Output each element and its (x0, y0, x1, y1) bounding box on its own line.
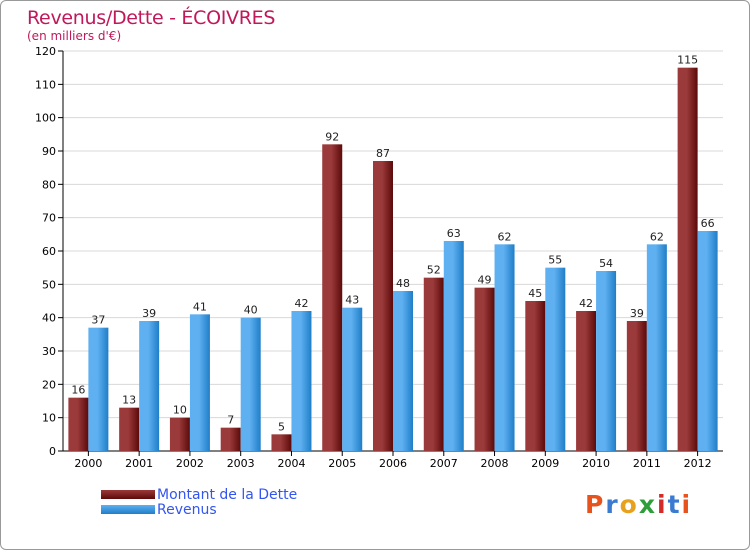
data-label-dette: 87 (376, 147, 390, 160)
bar-dette (576, 311, 597, 451)
bar-revenus (240, 317, 261, 451)
bar-revenus (291, 311, 312, 451)
chart-legend: Montant de la Dette Revenus (101, 486, 298, 518)
data-label-revenus: 39 (142, 307, 156, 320)
chart-subtitle: (en milliers d'€) (27, 29, 122, 43)
data-label-revenus: 55 (548, 254, 562, 267)
y-tick-label: 90 (42, 145, 56, 158)
data-label-revenus: 40 (244, 304, 258, 317)
bar-dette (525, 301, 546, 451)
bar-dette (119, 407, 140, 451)
bar-dette (68, 397, 89, 451)
bar-revenus (189, 314, 210, 451)
x-tick-label: 2011 (633, 457, 661, 470)
data-label-dette: 42 (579, 297, 593, 310)
x-tick-label: 2002 (176, 457, 204, 470)
bar-dette (322, 144, 343, 452)
bar-dette (677, 67, 698, 452)
data-label-dette: 52 (427, 264, 441, 277)
x-tick-label: 2003 (227, 457, 255, 470)
y-tick-label: 20 (42, 378, 56, 391)
y-tick-label: 10 (42, 412, 56, 425)
y-tick-label: 50 (42, 278, 56, 291)
bar-revenus (88, 327, 109, 451)
legend-label-dette: Montant de la Dette (157, 486, 298, 503)
data-label-revenus: 41 (193, 300, 207, 313)
chart-title: Revenus/Dette - ÉCOIVRES (27, 7, 276, 29)
data-label-dette: 16 (71, 384, 85, 397)
x-tick-label: 2008 (481, 457, 509, 470)
data-label-revenus: 66 (701, 217, 715, 230)
x-tick-label: 2000 (74, 457, 102, 470)
y-tick-label: 100 (35, 112, 56, 125)
legend-swatch-dette (101, 490, 155, 499)
data-label-revenus: 48 (396, 277, 410, 290)
x-tick-label: 2007 (430, 457, 458, 470)
data-label-revenus: 62 (498, 230, 512, 243)
data-label-revenus: 37 (91, 314, 105, 327)
bar-dette (626, 321, 647, 451)
y-tick-label: 120 (35, 45, 56, 58)
legend-label-revenus: Revenus (157, 501, 217, 518)
x-tick-label: 2005 (328, 457, 356, 470)
bar-revenus (443, 241, 464, 451)
x-tick-label: 2012 (684, 457, 712, 470)
y-tick-label: 30 (42, 345, 56, 358)
data-label-dette: 45 (528, 287, 542, 300)
bar-dette (220, 427, 241, 451)
x-tick-label: 2009 (531, 457, 559, 470)
bar-revenus (342, 307, 363, 451)
data-label-dette: 92 (325, 130, 339, 143)
data-label-dette: 10 (173, 404, 187, 417)
data-label-dette: 7 (227, 414, 234, 427)
y-tick-label: 80 (42, 178, 56, 191)
data-label-revenus: 62 (650, 230, 664, 243)
data-label-dette: 39 (630, 307, 644, 320)
bar-dette (271, 434, 292, 451)
y-tick-label: 0 (49, 445, 56, 458)
data-label-dette: 5 (278, 420, 285, 433)
bar-revenus (393, 291, 413, 451)
data-label-revenus: 43 (345, 294, 359, 307)
bar-revenus (494, 244, 515, 451)
bar-dette (474, 287, 495, 451)
bar-dette (423, 277, 444, 451)
x-tick-label: 2001 (125, 457, 153, 470)
data-label-dette: 49 (478, 274, 492, 287)
bar-revenus (139, 321, 160, 451)
bar-revenus (646, 244, 667, 451)
y-tick-label: 110 (35, 78, 56, 91)
bar-dette (373, 161, 393, 451)
proxiti-logo: Proxiti (585, 490, 693, 519)
y-tick-label: 40 (42, 312, 56, 325)
x-tick-label: 2010 (582, 457, 610, 470)
x-tick-label: 2004 (277, 457, 305, 470)
bar-revenus (697, 231, 718, 451)
data-label-revenus: 54 (599, 257, 613, 270)
data-label-dette: 13 (122, 394, 136, 407)
legend-item-dette: Montant de la Dette (101, 486, 298, 503)
x-tick-label: 2006 (379, 457, 407, 470)
bar-revenus (596, 271, 617, 451)
legend-item-revenus: Revenus (101, 501, 297, 518)
bar-dette (169, 417, 190, 451)
legend-swatch-revenus (101, 505, 155, 514)
y-tick-label: 70 (42, 212, 56, 225)
y-tick-label: 60 (42, 245, 56, 258)
data-label-revenus: 63 (447, 227, 461, 240)
data-label-revenus: 42 (294, 297, 308, 310)
data-label-dette: 115 (677, 54, 698, 67)
bar-revenus (545, 267, 566, 451)
